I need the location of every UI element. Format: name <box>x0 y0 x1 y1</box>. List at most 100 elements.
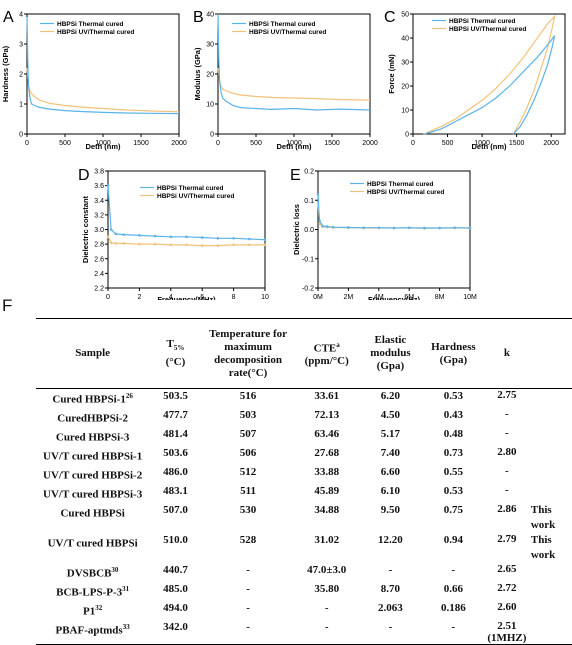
legend-label: HBPSi UV/Thermal cured <box>249 29 326 36</box>
cell-cte: 34.88 <box>314 504 340 516</box>
cell-k: - <box>505 484 509 496</box>
y-tick-label: 50 <box>401 12 409 19</box>
cell-mod: 8.70 <box>380 583 401 595</box>
y-tick-label: 3.2 <box>94 212 104 219</box>
x-tick-label: 500 <box>250 140 262 147</box>
header-sample: Sample <box>36 318 150 389</box>
cell-tmax: 506 <box>239 447 257 459</box>
sample-name: PBAF-aptmds <box>55 624 123 637</box>
panel-letter: D <box>78 167 90 184</box>
y-tick-label: 3.0 <box>94 227 104 234</box>
reference-number: 33 <box>122 623 130 631</box>
table-row: PBAF-aptmds33 342.0- - - -2.51 (1MHZ) <box>36 620 572 645</box>
cell-cte: 35.80 <box>314 583 340 595</box>
cell-note <box>529 427 572 446</box>
cell-t5: 494.0 <box>163 602 188 614</box>
x-tick-label: 6 <box>200 294 204 300</box>
header-t5-main: T <box>166 338 174 351</box>
cell-k: 2.75 <box>497 389 517 401</box>
legend-label: HBPSi UV/Thermal cured <box>157 193 234 200</box>
cell-hard: 0.66 <box>443 583 463 595</box>
data-point <box>347 226 350 229</box>
panel-letter: A <box>3 9 14 26</box>
data-point <box>200 244 204 247</box>
x-tick-label: 8M <box>435 294 445 300</box>
data-point <box>153 234 157 238</box>
header-k: k <box>484 318 529 389</box>
data-point <box>109 241 113 244</box>
y-tick-label: 0.1 <box>304 198 314 205</box>
header-modulus: Elastic modulus (Gpa) <box>359 318 422 389</box>
cell-k: - <box>505 427 509 439</box>
cell-k: 2.60 <box>497 601 517 613</box>
table-body: Cured HBPSi-126 503.5 516 33.61 6.20 0.53 2.75… <box>36 389 572 645</box>
cell-cte: 72.13 <box>314 409 340 421</box>
header-cte-sup: a <box>336 340 340 349</box>
chart-panel-e: E 0M 2M 4M 6M 8M 10M -0.2 -0.1 0.0 0.1 0.2 Frequency… <box>290 167 477 300</box>
header-cte-main: CTE <box>313 342 337 355</box>
legend-label: HBPSi Thermal cured <box>157 185 223 192</box>
sample-name: Cured HBPSi-1 <box>52 393 126 406</box>
sample-name: CuredHBPSi-2 <box>57 412 128 425</box>
cell-note <box>529 484 572 503</box>
cell-cte: - <box>294 620 360 645</box>
data-point <box>316 193 320 196</box>
series-line-uv <box>317 203 470 229</box>
data-point <box>200 236 204 239</box>
cell-sample: CuredHBPSi-2 <box>36 408 149 427</box>
legend-label: HBPSi Thermal cured <box>249 21 315 28</box>
cell-t5: 486.0 <box>163 466 188 478</box>
cell-cte: 33.61 <box>314 390 340 402</box>
data-point <box>438 226 441 230</box>
cell-tmax: - <box>246 602 250 614</box>
series-line-thermal <box>317 194 471 229</box>
cell-sample: Cured HBPSi-3 <box>36 427 149 446</box>
cell-t5: 342.0 <box>149 620 202 645</box>
cell-hard: - <box>421 620 485 645</box>
cell-mod: 12.20 <box>378 534 403 546</box>
cell-sample: Cured HBPSi <box>36 503 149 533</box>
cell-note: This work <box>530 504 556 531</box>
data-point <box>325 225 329 228</box>
cell-cte: 27.68 <box>314 447 340 459</box>
x-tick-label: 2000 <box>362 140 378 147</box>
y-tick-label: 40 <box>401 36 409 43</box>
reference-number: 26 <box>125 392 133 400</box>
sample-name: UV/T cured HBPSi <box>47 537 138 550</box>
data-point <box>318 219 321 223</box>
x-tick-label: 10M <box>463 294 477 300</box>
y-tick-label: 3.6 <box>94 183 104 190</box>
x-tick-label: 1000 <box>95 140 111 147</box>
header-note <box>528 318 572 389</box>
data-point <box>153 242 157 246</box>
cell-note <box>529 389 572 409</box>
y-tick-label: -0.2 <box>302 286 314 293</box>
y-tick-label: 3.4 <box>94 198 104 205</box>
table-row: UV/T cured HBPSi-2 486.0 512 33.88 6.60 0.55 - <box>36 465 572 484</box>
y-tick-label: 2 <box>19 72 23 79</box>
data-point <box>169 243 173 247</box>
cell-sample: PBAF-aptmds33 <box>36 620 150 645</box>
table-row: UV/T cured HBPSi-3 483.1 511 45.89 6.10 0.53 - <box>36 484 572 503</box>
cell-sample: BCB-LPS-P-331 <box>36 582 149 601</box>
data-point <box>216 236 220 240</box>
y-tick-label: 2.2 <box>94 286 104 293</box>
x-tick-label: 2M <box>344 294 354 300</box>
series-line-uv <box>217 67 371 101</box>
chart-panel-d: D 0 2 4 6 8 10 2.2 2.4 2.6 2.8 3.0 3.2 3.4 3.6 3.8 Frequ… <box>78 167 269 300</box>
y-tick-label: 30 <box>401 60 409 67</box>
sample-name: DVSBCB <box>66 567 112 580</box>
y-axis-label: Modulus (GPa) <box>193 47 202 100</box>
cell-t5: 507.0 <box>163 504 188 516</box>
y-tick-label: 10 <box>206 102 214 109</box>
table-row: UV/T cured HBPSi-1 503.6 506 27.68 7.40 0.73 2… <box>36 446 572 465</box>
reference-number: 32 <box>95 604 103 612</box>
cell-k: 2.51 (1MHZ) <box>484 620 529 645</box>
cell-sample: DVSBCB30 <box>36 563 149 582</box>
x-tick-label: 8 <box>232 294 236 300</box>
y-tick-label: 0 <box>405 132 409 139</box>
cell-mod: 6.20 <box>380 390 401 402</box>
series-line-thermal <box>424 35 556 135</box>
y-axis-label: Dielectric loss <box>292 204 301 255</box>
